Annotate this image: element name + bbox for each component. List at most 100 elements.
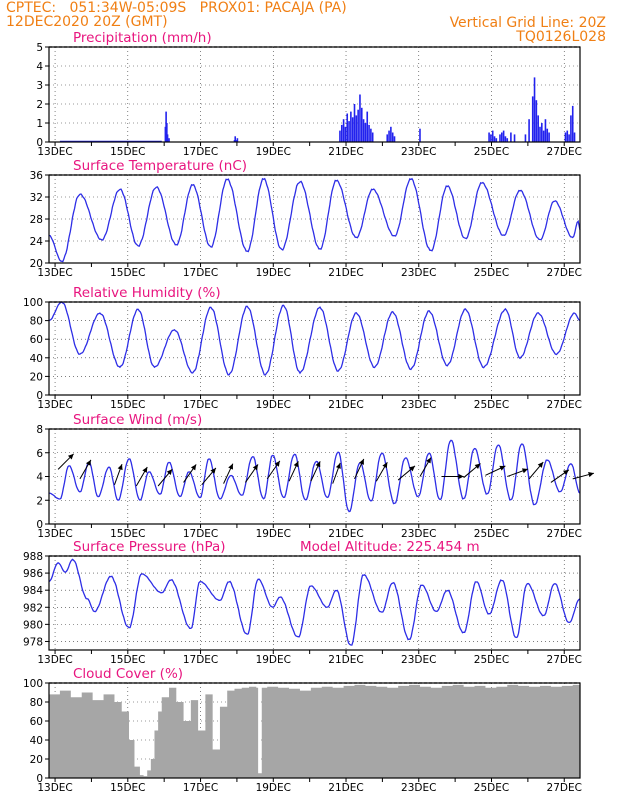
wind-arrow-head bbox=[359, 458, 364, 465]
y-tick-label: 6 bbox=[36, 448, 43, 460]
precip-bar bbox=[234, 136, 237, 142]
wind-arrow-head bbox=[190, 464, 197, 471]
y-tick-label: 5 bbox=[36, 42, 43, 54]
precip-bar bbox=[391, 132, 394, 142]
precip-bar bbox=[166, 123, 168, 142]
wind-arrow-head bbox=[166, 469, 173, 475]
x-tick-label: 19DEC bbox=[256, 782, 291, 794]
x-tick-label: 13DEC bbox=[37, 654, 72, 666]
model-altitude-label: Model Altitude: 225.454 m bbox=[300, 539, 480, 555]
header-grid-line: Vertical Grid Line: 20Z bbox=[449, 15, 606, 31]
y-tick-label: 988 bbox=[23, 551, 43, 563]
x-tick-label: 27DEC bbox=[547, 654, 582, 666]
x-tick-label: 19DEC bbox=[256, 654, 291, 666]
x-tick-label: 13DEC bbox=[37, 528, 72, 540]
precip-bar bbox=[370, 128, 372, 142]
header-station: CPTEC: 051:34W-05:09S PROX01: PACAJA (PA… bbox=[6, 0, 347, 16]
wind-arrow-head bbox=[458, 473, 464, 480]
precip-bar bbox=[393, 136, 396, 142]
y-tick-label: 28 bbox=[30, 214, 43, 226]
precip-bar bbox=[357, 109, 359, 142]
precip-bar bbox=[506, 138, 509, 142]
x-tick-label: 17DEC bbox=[183, 267, 218, 279]
precip-bar bbox=[544, 119, 547, 142]
precip-bar bbox=[513, 134, 516, 142]
precip-bar bbox=[236, 138, 239, 142]
x-tick-label: 21DEC bbox=[328, 146, 363, 158]
x-tick-label: 25DEC bbox=[474, 399, 509, 411]
precip-bar bbox=[235, 140, 237, 142]
precip-bar bbox=[570, 115, 572, 142]
x-tick-label: 17DEC bbox=[183, 654, 218, 666]
y-tick-label: 0 bbox=[36, 773, 43, 785]
y-tick-label: 24 bbox=[30, 236, 44, 248]
precip-bar bbox=[539, 126, 541, 142]
cloud-cover-area bbox=[49, 684, 580, 778]
precip-bar bbox=[359, 94, 361, 142]
wind-arrow-head bbox=[210, 467, 216, 474]
precip-bar bbox=[493, 136, 496, 142]
precip-bar bbox=[528, 119, 530, 142]
y-tick-label: 36 bbox=[30, 170, 44, 182]
wind-arrow-head bbox=[474, 463, 481, 470]
y-tick-label: 3 bbox=[36, 80, 43, 92]
y-tick-label: 986 bbox=[23, 568, 43, 580]
precip-bar bbox=[495, 138, 498, 142]
x-tick-label: 25DEC bbox=[474, 267, 509, 279]
wind-arrow-head bbox=[382, 462, 388, 469]
header-model-id: TQ0126L028 bbox=[516, 29, 606, 45]
wind-arrow-head bbox=[409, 465, 416, 472]
y-tick-label: 0 bbox=[36, 519, 43, 531]
wind-arrow-head bbox=[537, 462, 544, 468]
x-tick-label: 15DEC bbox=[110, 528, 145, 540]
precip-bar bbox=[390, 126, 392, 142]
precip-bar bbox=[568, 134, 570, 142]
precip-bar bbox=[340, 124, 343, 142]
x-tick-label: 21DEC bbox=[328, 654, 363, 666]
y-tick-label: 32 bbox=[30, 192, 43, 204]
precip-bar bbox=[339, 130, 341, 142]
precip-bar bbox=[524, 134, 527, 142]
pressure-title: Surface Pressure (hPa) bbox=[73, 539, 226, 555]
precip-bar bbox=[548, 132, 550, 142]
precip-bar bbox=[419, 128, 421, 142]
y-tick-label: 20 bbox=[30, 754, 43, 766]
precip-bar bbox=[364, 123, 367, 142]
wind-arrow-head bbox=[293, 461, 299, 468]
precip-bar bbox=[491, 130, 494, 142]
precip-bar bbox=[355, 115, 358, 142]
precip-bar bbox=[533, 77, 536, 142]
wind-arrow-head bbox=[117, 464, 123, 471]
x-tick-label: 19DEC bbox=[256, 267, 291, 279]
temp-frame bbox=[48, 174, 581, 264]
precip-bar bbox=[166, 134, 169, 142]
cloud-title: Cloud Cover (%) bbox=[73, 666, 183, 682]
x-tick-label: 19DEC bbox=[256, 399, 291, 411]
y-tick-label: 984 bbox=[23, 585, 43, 597]
wind-arrow-head bbox=[85, 459, 91, 466]
precip-bar bbox=[368, 124, 370, 142]
y-tick-label: 80 bbox=[30, 316, 43, 328]
wind-arrow-head bbox=[563, 469, 569, 476]
x-tick-label: 17DEC bbox=[183, 782, 218, 794]
precip-bar bbox=[360, 107, 363, 142]
x-tick-label: 25DEC bbox=[474, 146, 509, 158]
wind-title: Surface Wind (m/s) bbox=[73, 412, 202, 428]
rh-series-line bbox=[48, 301, 581, 376]
wind-arrow-head bbox=[228, 463, 233, 470]
x-tick-label: 23DEC bbox=[401, 146, 436, 158]
y-tick-label: 100 bbox=[23, 297, 43, 309]
x-tick-label: 17DEC bbox=[183, 146, 218, 158]
precip-bar bbox=[386, 134, 389, 142]
wind-arrow-head bbox=[315, 461, 321, 468]
precip-bar bbox=[346, 113, 349, 142]
x-tick-label: 15DEC bbox=[110, 146, 145, 158]
y-tick-label: 1 bbox=[36, 118, 43, 130]
wind-arrow-head bbox=[67, 453, 74, 460]
x-tick-label: 27DEC bbox=[547, 399, 582, 411]
y-tick-label: 60 bbox=[30, 716, 43, 728]
precip-bar bbox=[535, 100, 538, 142]
x-tick-label: 13DEC bbox=[37, 267, 72, 279]
x-tick-label: 23DEC bbox=[401, 267, 436, 279]
